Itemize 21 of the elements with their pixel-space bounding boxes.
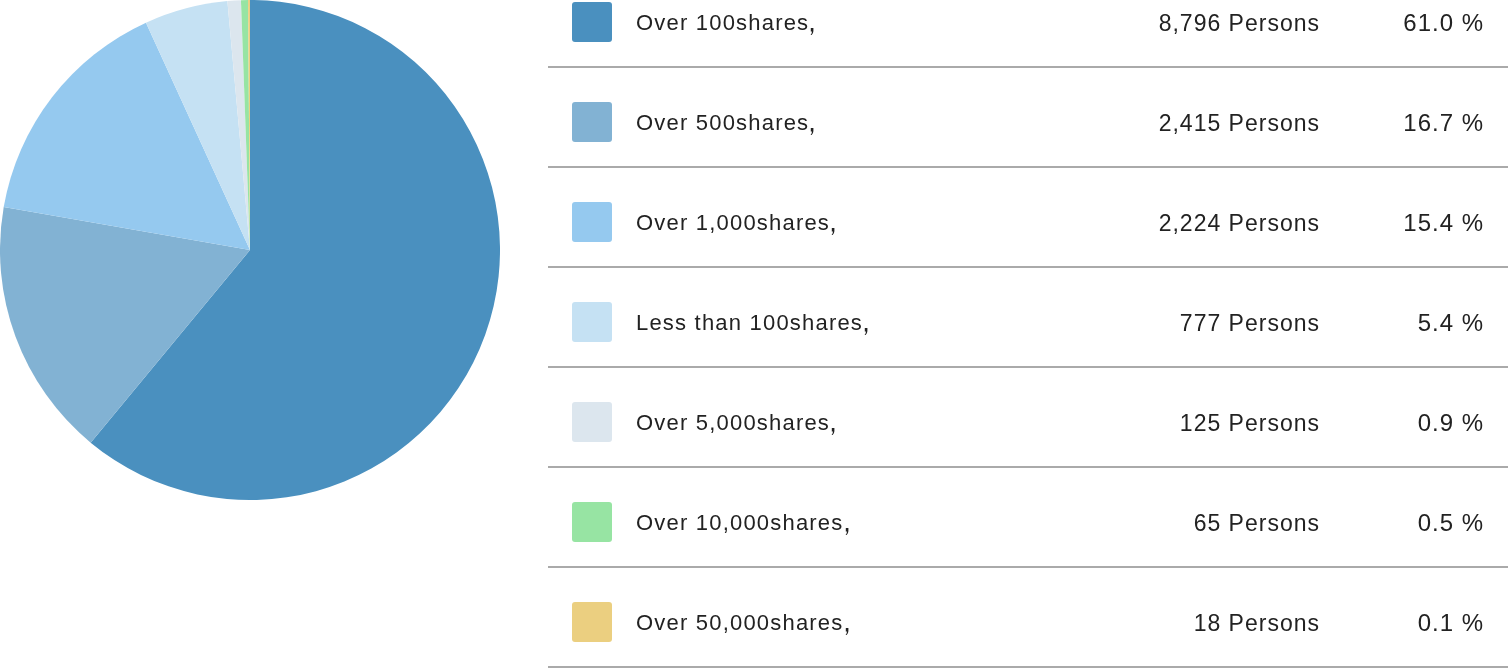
legend-label: Over 5,000shares — [636, 409, 831, 437]
legend-label: Over 500shares — [636, 109, 810, 137]
data-label: 2,224 Persons — [1158, 209, 1320, 238]
data-label: 18 Persons — [1193, 609, 1320, 638]
text: 16.7 % — [1403, 108, 1484, 138]
text: 0.1 % — [1417, 608, 1484, 638]
data-label: 125 Persons — [1179, 409, 1320, 438]
text: 5.4 % — [1417, 308, 1484, 338]
data-label: 65 Persons — [1193, 509, 1320, 538]
legend-label: Over 1,000shares — [636, 209, 831, 237]
text: 0.9 % — [1417, 408, 1484, 438]
text: 15.4 % — [1403, 208, 1484, 238]
data-label: 8,796 Persons — [1158, 9, 1320, 38]
legend-label: Over 10,000shares — [636, 509, 844, 537]
legend-label: Over 50,000shares — [636, 609, 844, 637]
legend-label: Over 100shares — [636, 9, 810, 37]
text: 61.0 % — [1403, 8, 1484, 38]
text: 0.5 % — [1417, 508, 1484, 538]
legend-label: Less than 100shares — [636, 309, 864, 337]
data-label: 2,415 Persons — [1158, 109, 1320, 138]
data-label: 777 Persons — [1179, 309, 1320, 338]
